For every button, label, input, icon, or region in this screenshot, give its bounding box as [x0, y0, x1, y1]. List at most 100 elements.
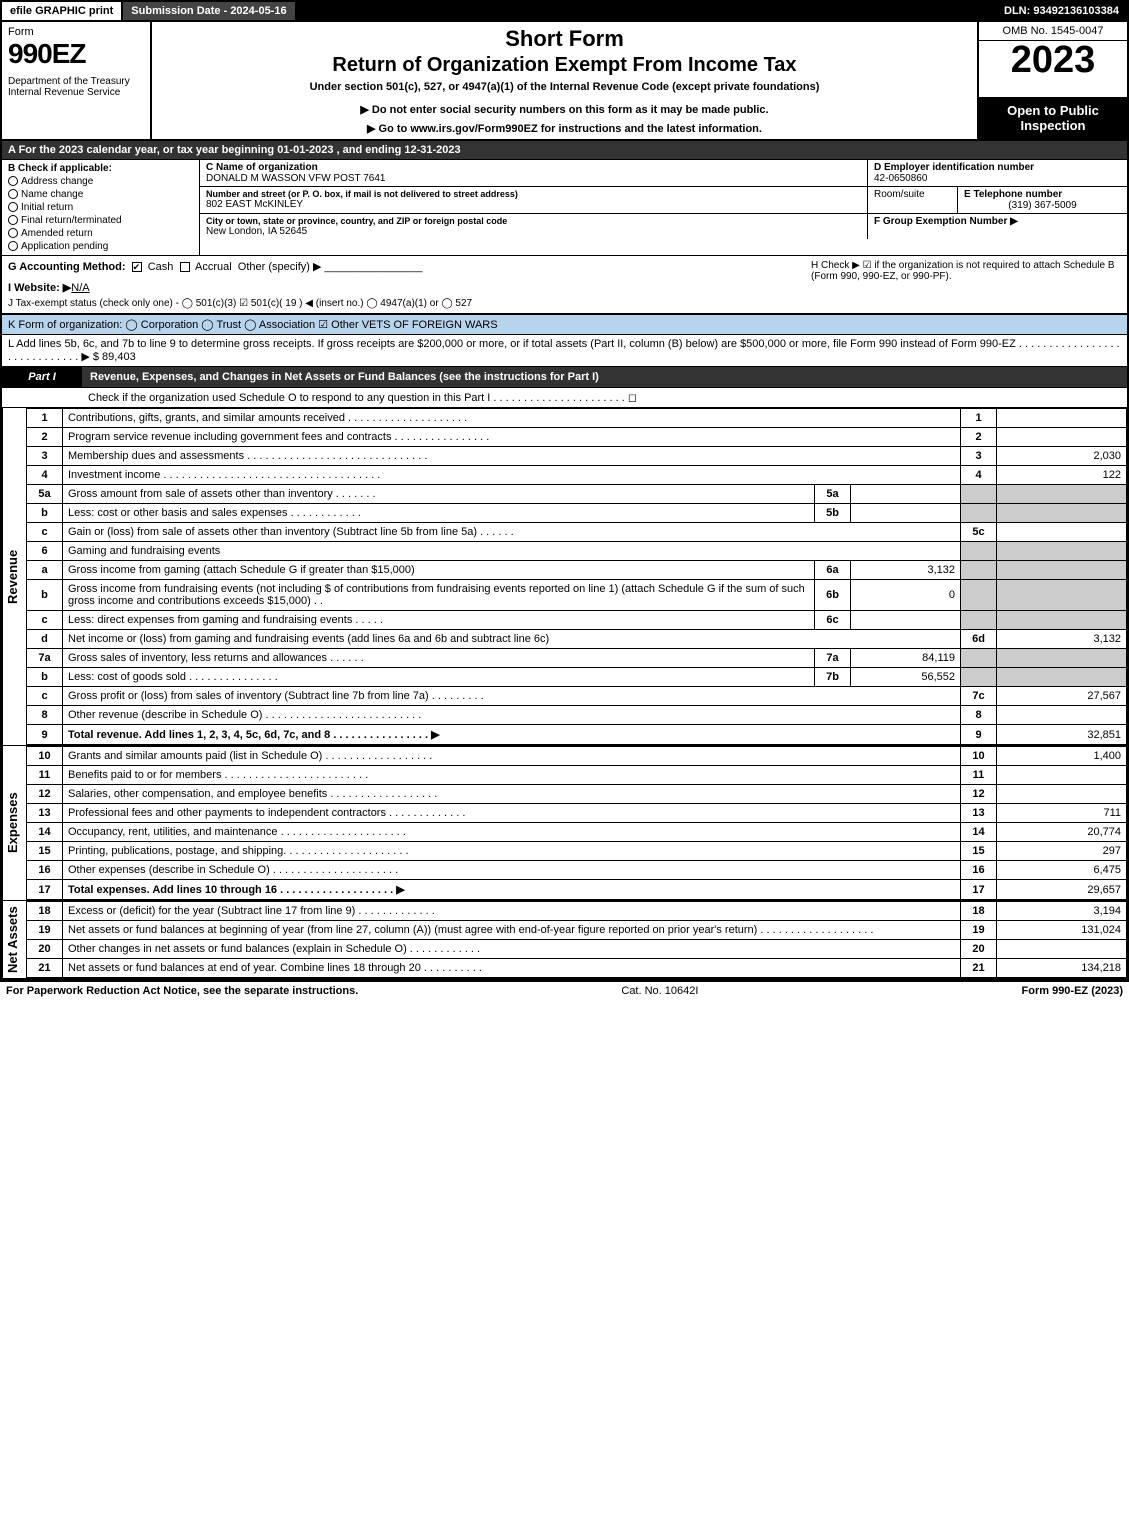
street-value: 802 EAST McKINLEY [206, 199, 861, 210]
table-row: cGross profit or (loss) from sales of in… [27, 687, 1127, 706]
phone-value: (319) 367-5009 [964, 200, 1121, 211]
ein-label: D Employer identification number [874, 162, 1121, 173]
form-label: Form [8, 26, 144, 38]
table-row: 20Other changes in net assets or fund ba… [27, 940, 1127, 959]
part-1-header: Part I Revenue, Expenses, and Changes in… [2, 367, 1127, 388]
dln: DLN: 93492136103384 [996, 2, 1127, 20]
table-row: 8Other revenue (describe in Schedule O) … [27, 706, 1127, 725]
room-suite-cell: Room/suite [867, 187, 957, 213]
table-row: 15Printing, publications, postage, and s… [27, 842, 1127, 861]
table-row: 14Occupancy, rent, utilities, and mainte… [27, 823, 1127, 842]
table-row: 18Excess or (deficit) for the year (Subt… [27, 902, 1127, 921]
table-row: cLess: direct expenses from gaming and f… [27, 611, 1127, 630]
table-row: bLess: cost or other basis and sales exp… [27, 504, 1127, 523]
col-b-label: B Check if applicable: [8, 163, 193, 174]
department: Department of the Treasury Internal Reve… [8, 76, 144, 98]
part-1-sub: Check if the organization used Schedule … [2, 388, 1127, 408]
footer-left: For Paperwork Reduction Act Notice, see … [6, 985, 358, 997]
city-value: New London, IA 52645 [206, 226, 861, 237]
title-return: Return of Organization Exempt From Incom… [158, 54, 971, 77]
row-l-gross-receipts: L Add lines 5b, 6c, and 7b to line 9 to … [2, 335, 1127, 367]
expenses-table: 10Grants and similar amounts paid (list … [26, 746, 1127, 900]
ein-cell: D Employer identification number 42-0650… [867, 160, 1127, 186]
table-row: bGross income from fundraising events (n… [27, 580, 1127, 611]
table-row: cGain or (loss) from sale of assets othe… [27, 523, 1127, 542]
row-h-schedule-b: H Check ▶ ☑ if the organization is not r… [811, 260, 1121, 309]
page-footer: For Paperwork Reduction Act Notice, see … [0, 982, 1129, 1000]
website-value: N/A [71, 282, 89, 294]
topbar: efile GRAPHIC print Submission Date - 20… [2, 2, 1127, 22]
netassets-label: Net Assets [2, 901, 26, 978]
org-name: DONALD M WASSON VFW POST 7641 [206, 173, 861, 184]
org-name-cell: C Name of organization DONALD M WASSON V… [200, 160, 867, 186]
table-row: 3Membership dues and assessments . . . .… [27, 447, 1127, 466]
form-header: Form 990EZ Department of the Treasury In… [2, 22, 1127, 141]
title-ssn-warning: ▶ Do not enter social security numbers o… [158, 103, 971, 116]
street-label: Number and street (or P. O. box, if mail… [206, 189, 861, 199]
header-mid: Short Form Return of Organization Exempt… [152, 22, 977, 139]
expenses-section: Expenses 10Grants and similar amounts pa… [2, 746, 1127, 901]
row-j-tax-exempt: J Tax-exempt status (check only one) - ◯… [8, 298, 811, 309]
table-row: 1Contributions, gifts, grants, and simil… [27, 409, 1127, 428]
chk-accrual[interactable] [180, 262, 190, 272]
part-1-title: Revenue, Expenses, and Changes in Net As… [82, 367, 1127, 387]
public-inspection: Open to Public Inspection [979, 97, 1127, 139]
form-990ez-page: efile GRAPHIC print Submission Date - 20… [0, 0, 1129, 982]
block-bcdef: B Check if applicable: Address change Na… [2, 160, 1127, 256]
ein-value: 42-0650860 [874, 173, 1121, 184]
chk-cash[interactable] [132, 262, 142, 272]
col-cdef: C Name of organization DONALD M WASSON V… [200, 160, 1127, 255]
revenue-section: Revenue 1Contributions, gifts, grants, a… [2, 408, 1127, 746]
group-exemption-label: F Group Exemption Number ▶ [874, 216, 1121, 227]
table-row: 16Other expenses (describe in Schedule O… [27, 861, 1127, 880]
revenue-label: Revenue [2, 408, 26, 745]
table-row: 5aGross amount from sale of assets other… [27, 485, 1127, 504]
table-row: 13Professional fees and other payments t… [27, 804, 1127, 823]
netassets-section: Net Assets 18Excess or (deficit) for the… [2, 901, 1127, 980]
city-label: City or town, state or province, country… [206, 216, 861, 226]
efile-print: efile GRAPHIC print [2, 2, 123, 20]
table-row: 2Program service revenue including gover… [27, 428, 1127, 447]
expenses-label: Expenses [2, 746, 26, 900]
table-row: 17Total expenses. Add lines 10 through 1… [27, 880, 1127, 900]
table-row: dNet income or (loss) from gaming and fu… [27, 630, 1127, 649]
header-left: Form 990EZ Department of the Treasury In… [2, 22, 152, 139]
revenue-table: 1Contributions, gifts, grants, and simil… [26, 408, 1127, 745]
chk-address-change[interactable]: Address change [8, 176, 193, 187]
table-row: 9Total revenue. Add lines 1, 2, 3, 4, 5c… [27, 725, 1127, 745]
table-row: 12Salaries, other compensation, and empl… [27, 785, 1127, 804]
row-i-label: I Website: ▶ [8, 282, 71, 294]
footer-mid: Cat. No. 10642I [621, 985, 698, 997]
title-section: Under section 501(c), 527, or 4947(a)(1)… [158, 81, 971, 93]
group-exemption-cell: F Group Exemption Number ▶ [867, 214, 1127, 239]
tax-year: 2023 [979, 41, 1127, 79]
title-short-form: Short Form [158, 26, 971, 52]
row-gh: G Accounting Method: Cash Accrual Other … [2, 256, 1127, 314]
header-right: OMB No. 1545-0047 2023 Open to Public In… [977, 22, 1127, 139]
table-row: bLess: cost of goods sold . . . . . . . … [27, 668, 1127, 687]
street-cell: Number and street (or P. O. box, if mail… [200, 187, 867, 213]
room-label: Room/suite [874, 189, 951, 200]
phone-cell: E Telephone number (319) 367-5009 [957, 187, 1127, 213]
title-goto: ▶ Go to www.irs.gov/Form990EZ for instru… [158, 122, 971, 135]
col-b-checkboxes: B Check if applicable: Address change Na… [2, 160, 200, 255]
org-name-label: C Name of organization [206, 162, 861, 173]
table-row: 4Investment income . . . . . . . . . . .… [27, 466, 1127, 485]
phone-label: E Telephone number [964, 189, 1121, 200]
footer-right: Form 990-EZ (2023) [1022, 985, 1123, 997]
table-row: 7aGross sales of inventory, less returns… [27, 649, 1127, 668]
row-a-tax-year: A For the 2023 calendar year, or tax yea… [2, 141, 1127, 160]
table-row: 11Benefits paid to or for members . . . … [27, 766, 1127, 785]
row-g-accounting: G Accounting Method: Cash Accrual Other … [8, 260, 811, 309]
table-row: 21Net assets or fund balances at end of … [27, 959, 1127, 978]
table-row: 6Gaming and fundraising events [27, 542, 1127, 561]
chk-amended-return[interactable]: Amended return [8, 228, 193, 239]
chk-name-change[interactable]: Name change [8, 189, 193, 200]
form-number: 990EZ [8, 38, 144, 70]
netassets-table: 18Excess or (deficit) for the year (Subt… [26, 901, 1127, 978]
chk-application-pending[interactable]: Application pending [8, 241, 193, 252]
table-row: 10Grants and similar amounts paid (list … [27, 747, 1127, 766]
chk-final-return[interactable]: Final return/terminated [8, 215, 193, 226]
table-row: aGross income from gaming (attach Schedu… [27, 561, 1127, 580]
chk-initial-return[interactable]: Initial return [8, 202, 193, 213]
